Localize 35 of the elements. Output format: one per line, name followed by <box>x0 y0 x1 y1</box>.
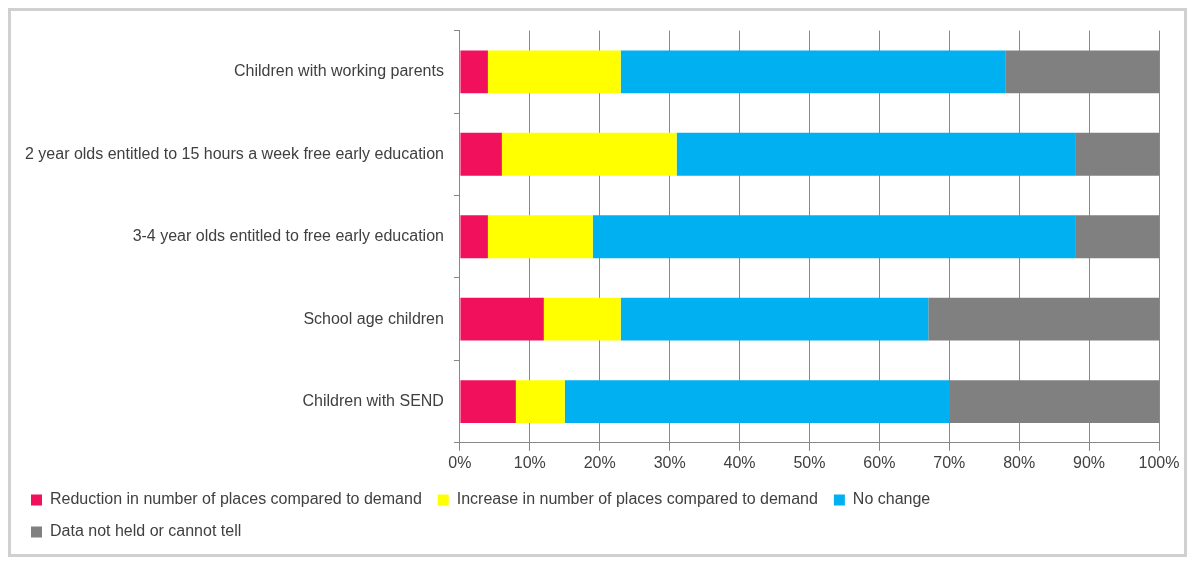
bar <box>543 297 621 341</box>
bar <box>501 132 677 176</box>
y-tick-label: Children with working parents <box>234 62 444 80</box>
legend-label: Increase in number of places compared to demand <box>456 490 818 508</box>
bar <box>592 215 1076 259</box>
bar <box>460 132 502 176</box>
y-tick-label: 3-4 year olds entitled to free early education <box>132 227 444 245</box>
x-tick-label: 100% <box>1138 453 1180 471</box>
bar <box>460 297 544 341</box>
x-tick-label: 20% <box>583 453 616 471</box>
y-tick-label: Children with SEND <box>302 391 444 409</box>
bar <box>460 215 488 259</box>
x-tick-label: 90% <box>1073 453 1106 471</box>
bar <box>564 380 950 424</box>
x-tick-label: 0% <box>448 453 472 471</box>
x-tick-label: 60% <box>863 453 896 471</box>
bar <box>487 215 593 259</box>
legend-label: No change <box>852 490 931 508</box>
x-tick-label: 30% <box>653 453 686 471</box>
x-tick-label: 70% <box>933 453 966 471</box>
x-tick-label: 80% <box>1003 453 1036 471</box>
legend-label: Reduction in number of places compared to demand <box>50 490 422 508</box>
y-tick-label: School age children <box>303 309 444 327</box>
y-tick-label: 2 year olds entitled to 15 hours a week free early education <box>25 144 444 162</box>
bar <box>460 380 516 424</box>
x-tick-label: 10% <box>513 453 546 471</box>
x-tick-label: 50% <box>793 453 826 471</box>
legend-label: Data not held or cannot tell <box>50 522 242 540</box>
bar <box>676 132 1076 176</box>
x-tick-label: 40% <box>723 453 756 471</box>
bar <box>515 380 565 424</box>
bar <box>620 297 929 341</box>
bar <box>487 50 621 94</box>
bar <box>460 50 488 94</box>
bar <box>620 50 1006 94</box>
